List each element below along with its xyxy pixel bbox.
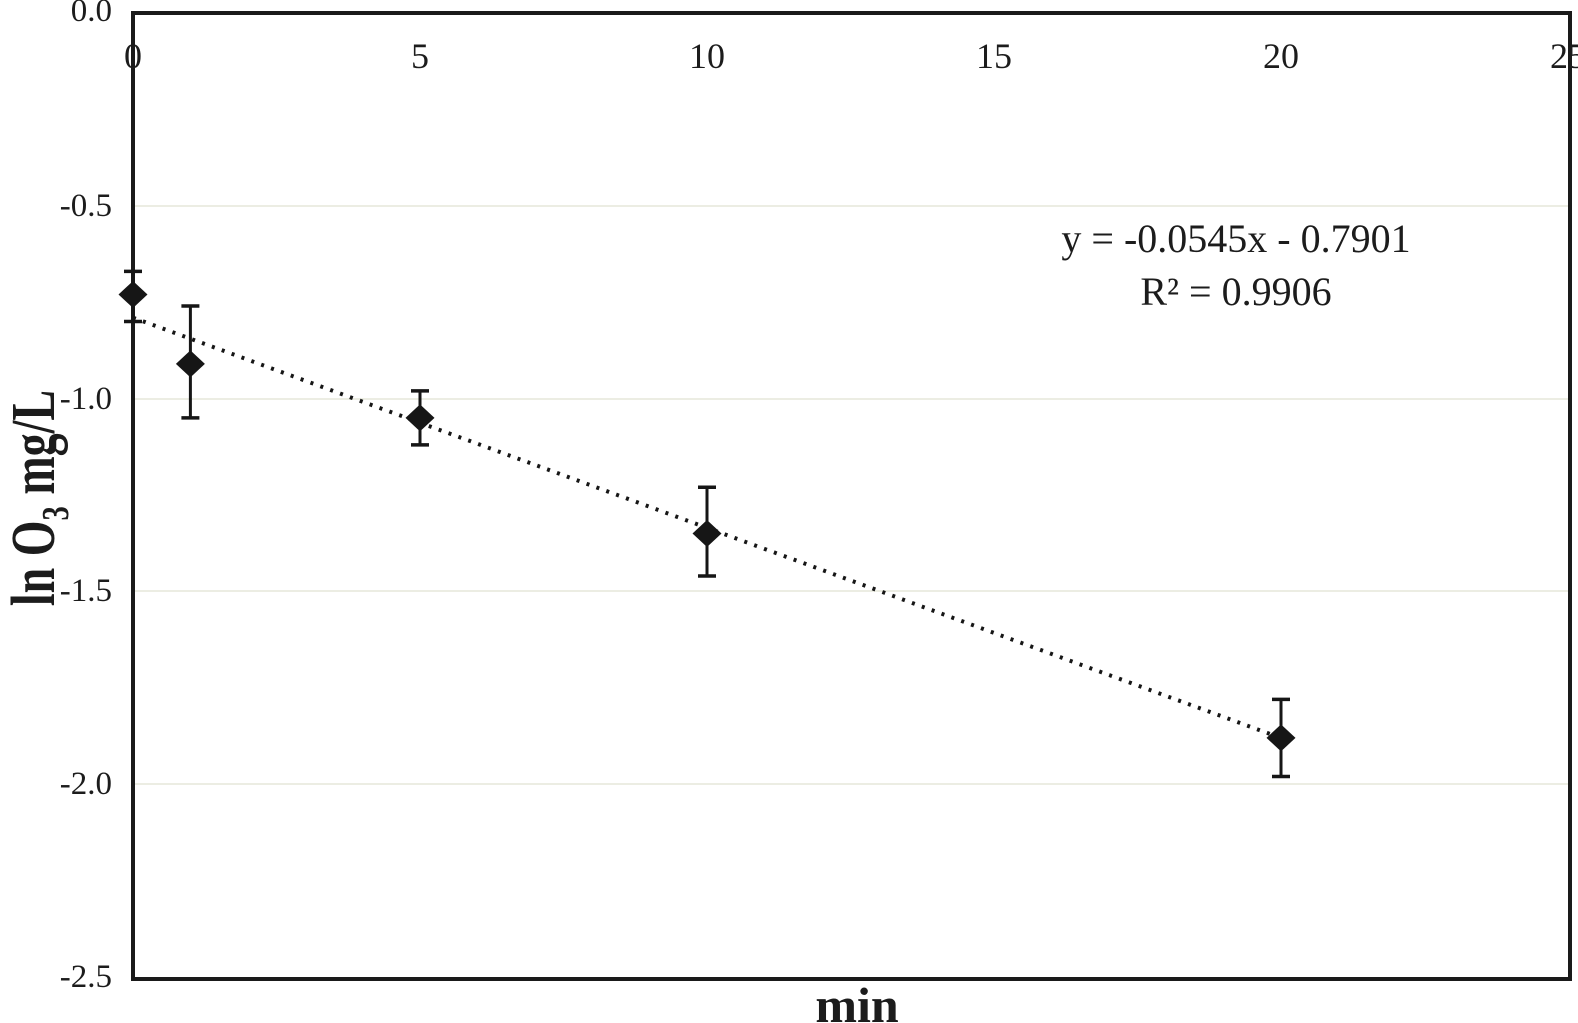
trendline-annotation: y = -0.0545x - 0.7901 R² = 0.9906 [1030,212,1442,318]
y-tick-label: -1.5 [59,573,112,610]
trendline-equation: y = -0.0545x - 0.7901 [1061,216,1411,261]
x-tick-label: 20 [1263,36,1299,76]
r-squared-value: R² = 0.9906 [1140,269,1332,314]
x-tick-label: 10 [689,36,725,76]
y-tick-label: -2.5 [59,959,112,995]
plot-frame [131,11,1572,981]
y-axis-title-subscript: 3 [35,506,78,521]
y-tick-label: -1.0 [59,380,112,417]
x-tick-label: 25 [1550,36,1578,76]
x-tick-label: 0 [124,36,142,76]
x-axis-title: min [815,977,899,1023]
y-tick-label: -0.5 [59,187,112,224]
y-tick-label: 0.0 [70,0,112,29]
x-tick-label: 15 [976,36,1012,76]
gridline [135,204,1568,207]
gridline [135,783,1568,786]
y-tick-label: -2.0 [59,766,112,803]
x-tick-label: 5 [411,36,429,76]
